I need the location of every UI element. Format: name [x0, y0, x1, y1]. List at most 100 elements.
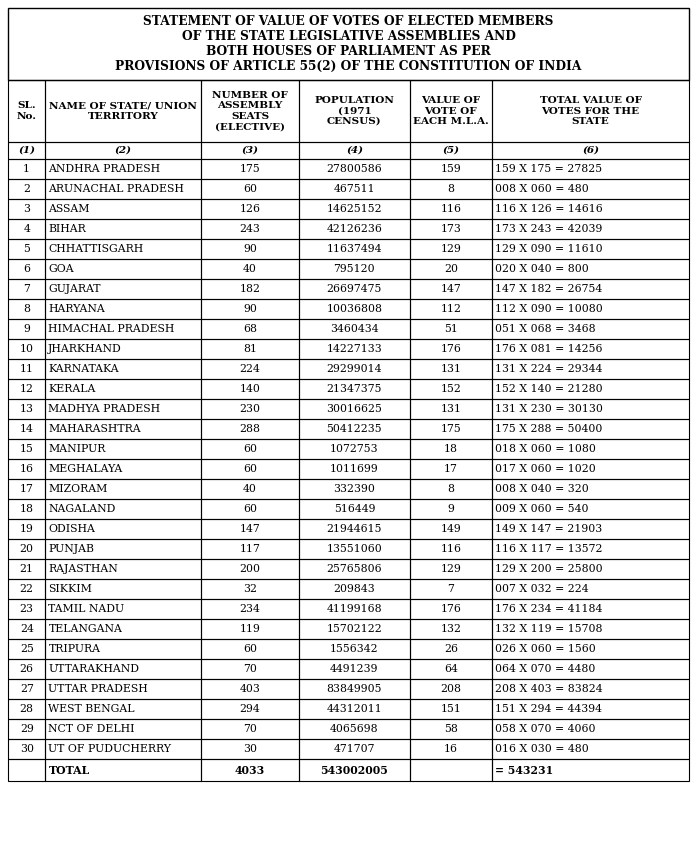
- Bar: [201, 399, 299, 419]
- Bar: [299, 80, 410, 142]
- Bar: [299, 499, 410, 519]
- Bar: [492, 619, 689, 639]
- Text: 26697475: 26697475: [327, 284, 382, 294]
- Bar: [410, 259, 492, 279]
- Bar: [201, 419, 299, 439]
- Text: 175: 175: [441, 424, 461, 434]
- Bar: [299, 319, 410, 339]
- Bar: [299, 439, 410, 459]
- Bar: [299, 379, 410, 399]
- Text: 234: 234: [240, 604, 261, 614]
- Bar: [8, 659, 45, 679]
- Bar: [410, 239, 492, 259]
- Bar: [8, 499, 45, 519]
- Bar: [299, 479, 410, 499]
- Bar: [410, 499, 492, 519]
- Bar: [8, 259, 45, 279]
- Text: 288: 288: [240, 424, 261, 434]
- Text: 058 X 070 = 4060: 058 X 070 = 4060: [495, 724, 596, 734]
- Bar: [8, 359, 45, 379]
- Text: 149: 149: [441, 524, 461, 534]
- Text: MAHARASHTRA: MAHARASHTRA: [48, 424, 141, 434]
- Bar: [201, 479, 299, 499]
- Bar: [299, 659, 410, 679]
- Text: 20: 20: [444, 264, 458, 274]
- Text: 70: 70: [243, 724, 257, 734]
- Text: 83849905: 83849905: [327, 684, 382, 694]
- Bar: [201, 319, 299, 339]
- Bar: [201, 539, 299, 559]
- Bar: [410, 439, 492, 459]
- Bar: [492, 239, 689, 259]
- Text: 16: 16: [20, 464, 33, 474]
- Text: TRIPURA: TRIPURA: [48, 644, 100, 654]
- Bar: [492, 659, 689, 679]
- Text: 152 X 140 = 21280: 152 X 140 = 21280: [495, 384, 603, 394]
- Bar: [299, 299, 410, 319]
- Bar: [492, 539, 689, 559]
- Bar: [410, 142, 492, 159]
- Text: 026 X 060 = 1560: 026 X 060 = 1560: [495, 644, 596, 654]
- Text: 21: 21: [20, 564, 33, 574]
- Text: ANDHRA PRADESH: ANDHRA PRADESH: [48, 164, 160, 174]
- Bar: [492, 159, 689, 179]
- Bar: [201, 619, 299, 639]
- Bar: [45, 739, 201, 759]
- Bar: [410, 179, 492, 199]
- Text: 175 X 288 = 50400: 175 X 288 = 50400: [495, 424, 602, 434]
- Text: STATEMENT OF VALUE OF VOTES OF ELECTED MEMBERS
OF THE STATE LEGISLATIVE ASSEMBLI: STATEMENT OF VALUE OF VOTES OF ELECTED M…: [115, 15, 582, 73]
- Text: SL.
No.: SL. No.: [17, 101, 37, 121]
- Bar: [201, 739, 299, 759]
- Text: 51: 51: [444, 324, 458, 334]
- Text: 795120: 795120: [334, 264, 375, 274]
- Text: 14227133: 14227133: [326, 344, 382, 354]
- Bar: [201, 459, 299, 479]
- Bar: [410, 659, 492, 679]
- Bar: [410, 559, 492, 579]
- Text: NAGALAND: NAGALAND: [48, 504, 116, 514]
- Bar: [299, 699, 410, 719]
- Text: 008 X 060 = 480: 008 X 060 = 480: [495, 184, 589, 194]
- Text: 176: 176: [441, 604, 461, 614]
- Text: (1): (1): [18, 146, 35, 155]
- Bar: [201, 179, 299, 199]
- Text: 26: 26: [444, 644, 458, 654]
- Bar: [8, 419, 45, 439]
- Bar: [299, 259, 410, 279]
- Bar: [492, 339, 689, 359]
- Bar: [45, 359, 201, 379]
- Text: 30: 30: [20, 744, 33, 754]
- Text: 294: 294: [240, 704, 261, 714]
- Bar: [201, 579, 299, 599]
- Bar: [410, 719, 492, 739]
- Bar: [201, 559, 299, 579]
- Text: 42126236: 42126236: [326, 224, 383, 234]
- Text: 018 X 060 = 1080: 018 X 060 = 1080: [495, 444, 596, 454]
- Text: 543002005: 543002005: [321, 764, 388, 776]
- Text: 50412235: 50412235: [327, 424, 382, 434]
- Text: 40: 40: [243, 264, 257, 274]
- Bar: [410, 80, 492, 142]
- Text: 4: 4: [23, 224, 30, 234]
- Bar: [299, 279, 410, 299]
- Bar: [201, 679, 299, 699]
- Bar: [492, 259, 689, 279]
- Text: 13551060: 13551060: [326, 544, 382, 554]
- Text: 64: 64: [444, 664, 458, 674]
- Bar: [8, 639, 45, 659]
- Bar: [492, 579, 689, 599]
- Text: 11637494: 11637494: [327, 244, 382, 254]
- Bar: [45, 239, 201, 259]
- Bar: [410, 159, 492, 179]
- Bar: [201, 719, 299, 739]
- Text: 58: 58: [444, 724, 458, 734]
- Text: 119: 119: [240, 624, 261, 634]
- Bar: [8, 159, 45, 179]
- Text: 14625152: 14625152: [327, 204, 382, 214]
- Text: (2): (2): [114, 146, 132, 155]
- Bar: [201, 339, 299, 359]
- Text: (5): (5): [443, 146, 459, 155]
- Bar: [201, 379, 299, 399]
- Bar: [45, 499, 201, 519]
- Text: HARYANA: HARYANA: [48, 304, 105, 314]
